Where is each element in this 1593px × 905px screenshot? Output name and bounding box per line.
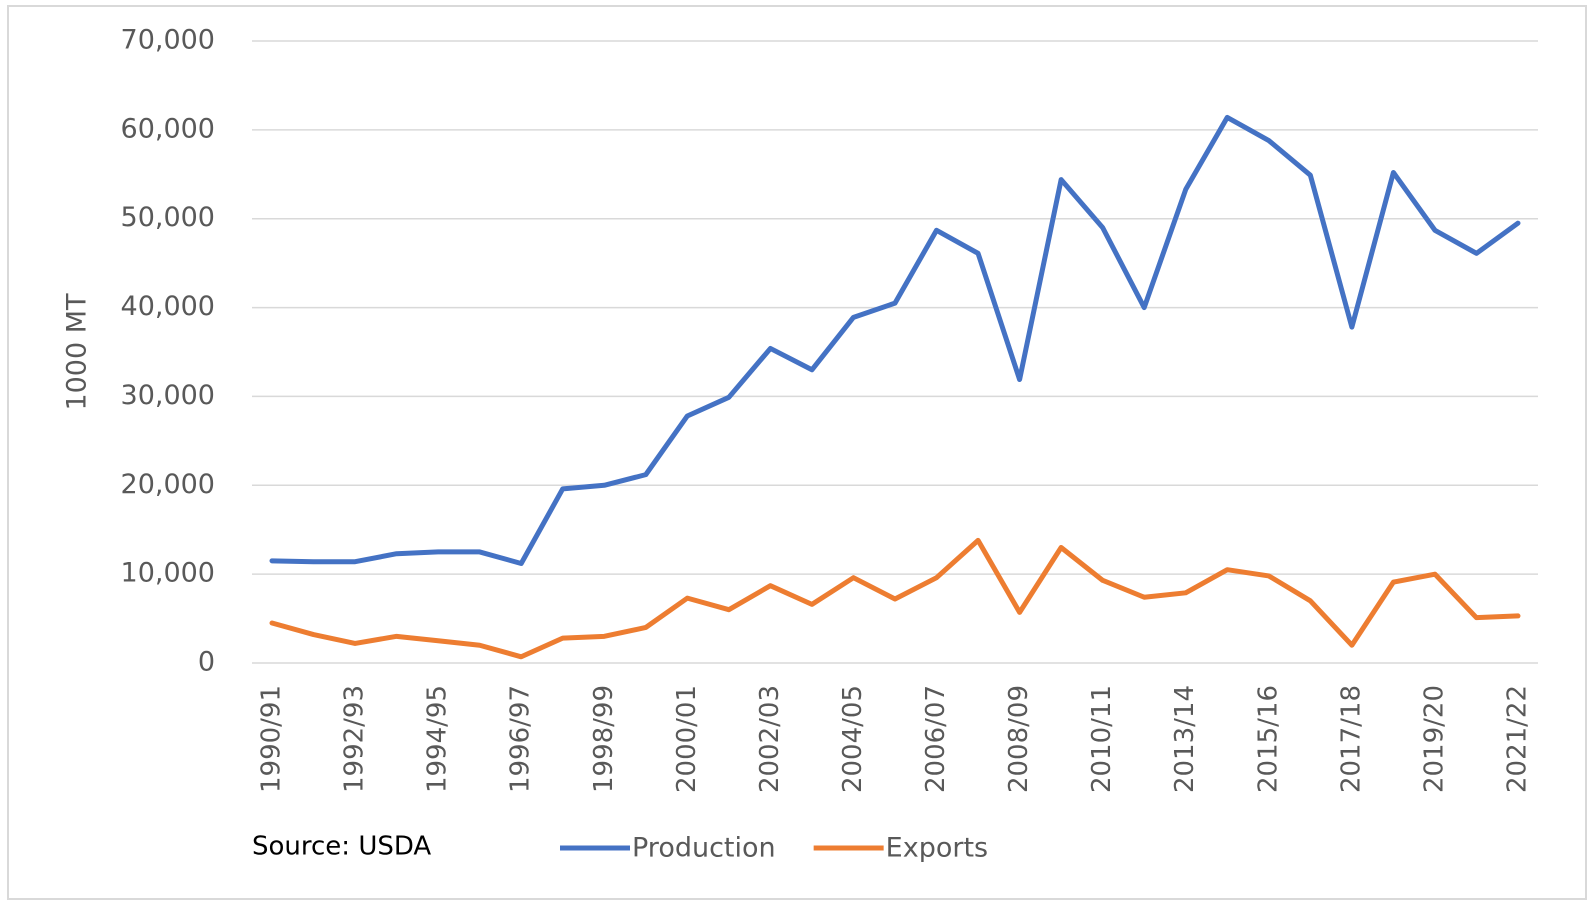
source-note: Source: USDA (252, 832, 431, 862)
x-tick-label: 2000/01 (672, 685, 702, 793)
y-tick-label: 60,000 (121, 113, 215, 144)
y-tick-label: 70,000 (121, 25, 215, 56)
y-tick-label: 50,000 (121, 202, 215, 233)
x-tick-label: 1994/95 (423, 685, 453, 793)
y-tick-label: 0 (198, 647, 215, 678)
x-tick-label: 2019/20 (1419, 685, 1449, 793)
x-tick-label: 1996/97 (506, 685, 536, 793)
x-tick-label: 2017/18 (1336, 685, 1366, 793)
y-tick-label: 40,000 (121, 291, 215, 322)
x-tick-label: 2010/11 (1087, 685, 1117, 793)
x-tick-label: 2006/07 (921, 685, 951, 793)
data-line (269, 537, 1521, 660)
data-line (269, 114, 1521, 566)
y-axis-label: 1000 MT (62, 293, 93, 411)
x-tick-label: 1990/91 (257, 685, 287, 793)
x-tick-label: 2021/22 (1503, 685, 1533, 793)
legend-label: Exports (886, 833, 988, 864)
legend-label: Production (632, 833, 776, 864)
x-tick-label: 2013/14 (1170, 685, 1200, 793)
x-tick-label: 2015/16 (1253, 685, 1283, 793)
x-tick-label: 2004/05 (838, 685, 868, 793)
y-tick-label: 20,000 (121, 469, 215, 500)
x-tick-label: 1992/93 (340, 685, 370, 793)
y-tick-label: 30,000 (121, 380, 215, 411)
y-tick-label: 10,000 (121, 558, 215, 589)
x-tick-label: 1998/99 (589, 685, 619, 793)
x-tick-label: 2002/03 (755, 685, 785, 793)
x-tick-label: 2008/09 (1004, 685, 1034, 793)
chart-frame (7, 5, 1587, 900)
